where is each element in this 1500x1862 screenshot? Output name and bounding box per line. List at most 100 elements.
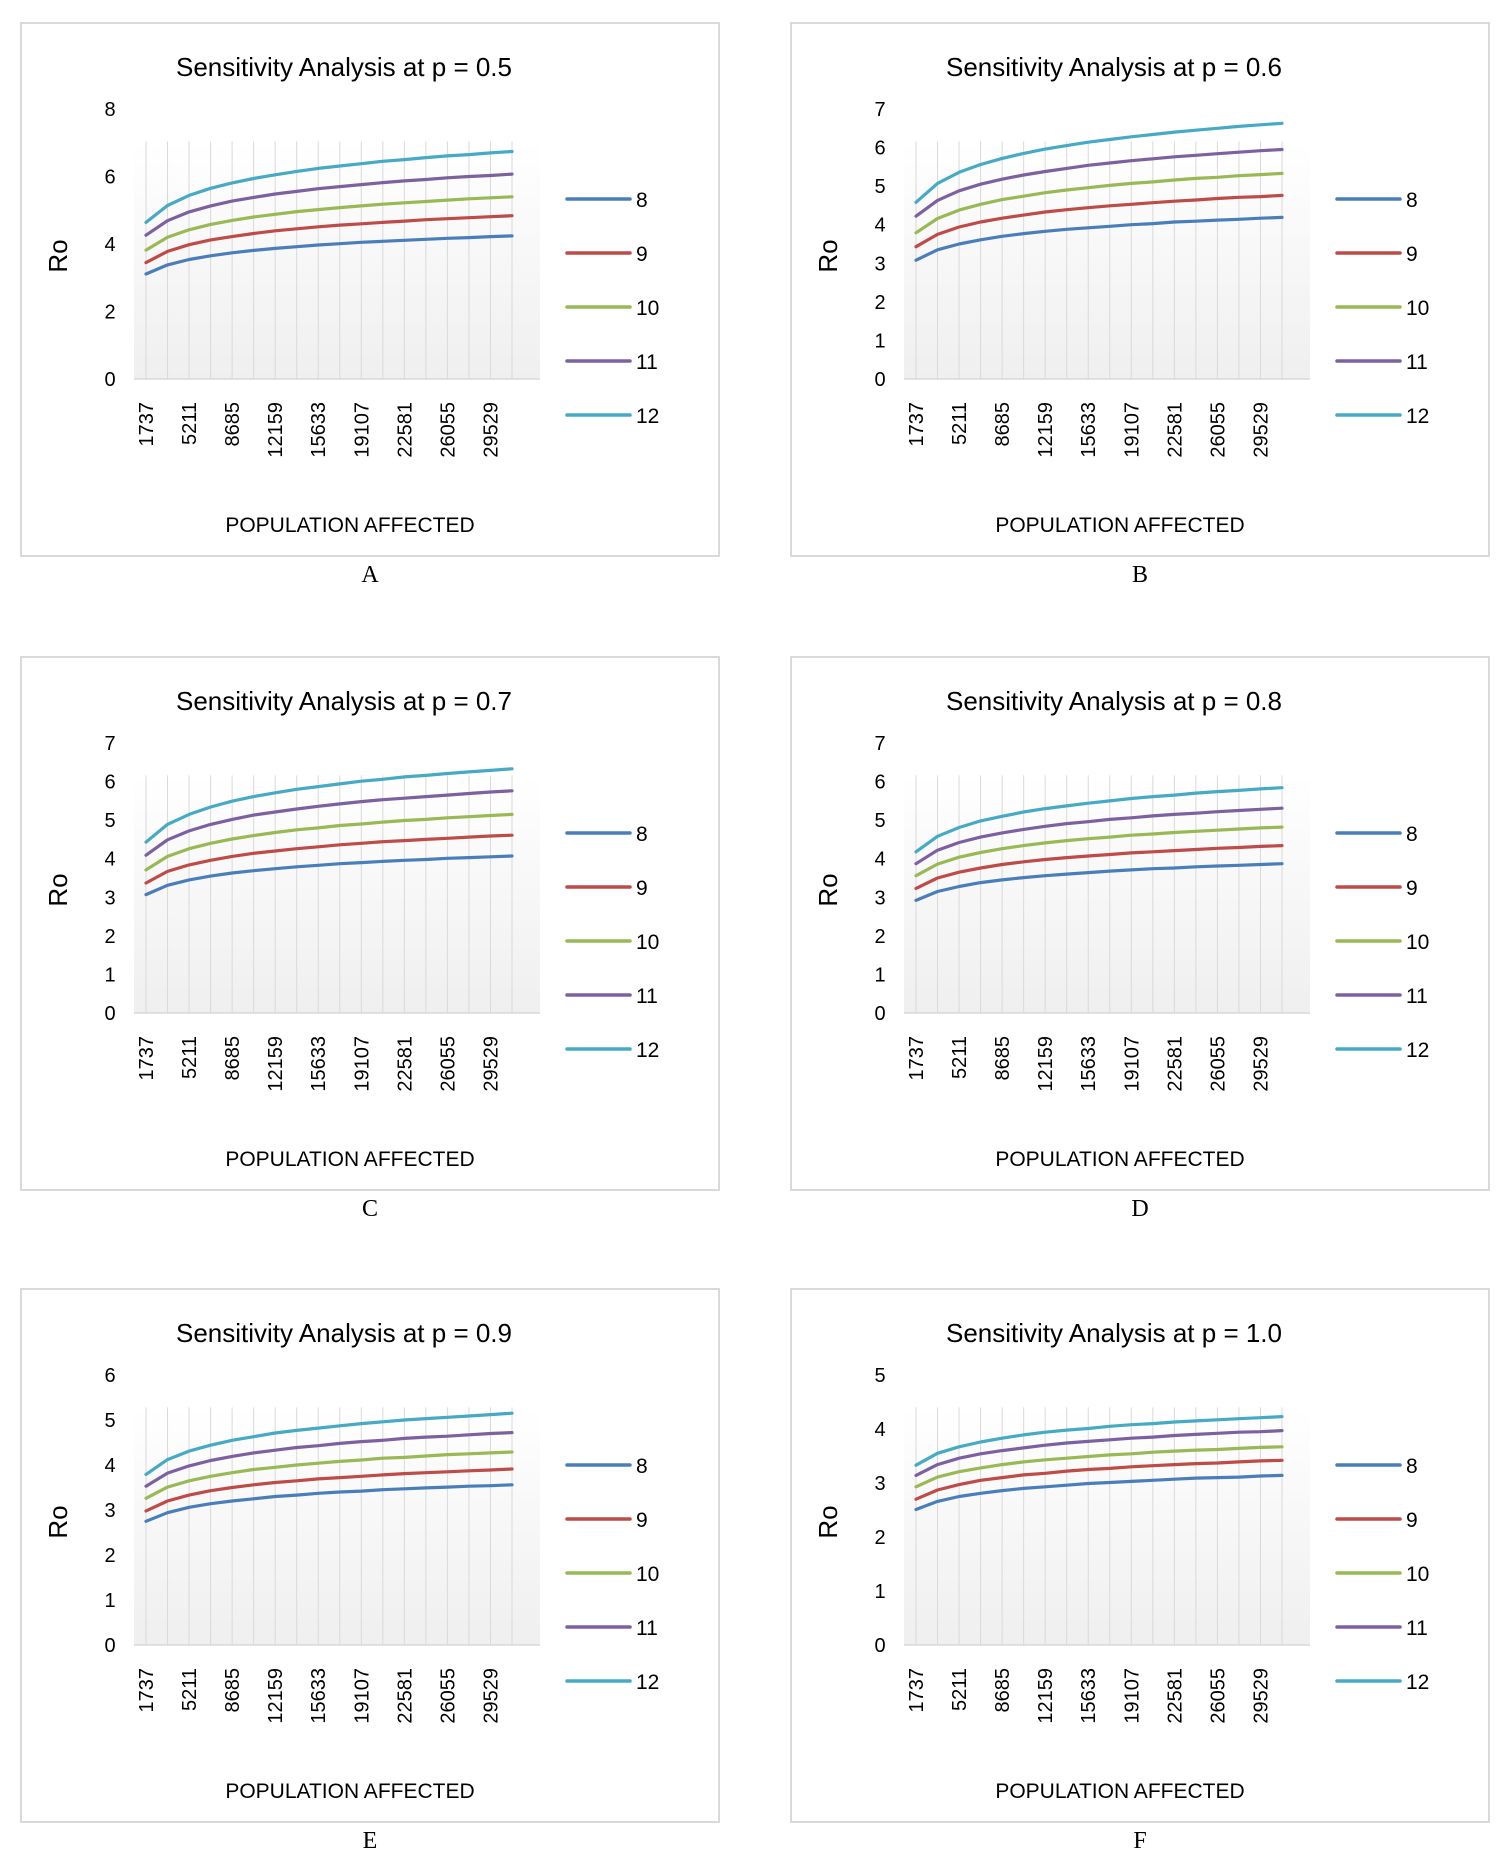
y-tick-label: 3 [874,887,885,909]
series-line-12 [144,767,514,844]
legend-label-10: 10 [1406,297,1429,320]
series-line-12 [144,1411,514,1476]
x-tick-label: 29529 [480,1668,502,1724]
legend-label-9: 9 [1406,877,1418,900]
series-line-11 [914,806,1284,866]
x-tick-label: 19107 [1121,402,1143,458]
x-tick-label: 19107 [1121,1036,1143,1092]
series-line-10 [144,1450,514,1500]
chart-svg-b: Sensitivity Analysis at p = 0.601234567R… [813,52,1429,537]
series-line-8 [914,215,1284,262]
x-tick-label: 29529 [480,1036,502,1092]
series-line-8 [144,234,514,276]
legend-label-12: 12 [1406,1671,1429,1694]
series-line-10 [914,825,1284,878]
y-tick-label: 4 [104,849,115,871]
y-tick-label: 1 [874,1581,885,1603]
y-axis-label: Ro [813,873,843,906]
plot-area [904,1407,1310,1645]
chart-panel-e: Sensitivity Analysis at p = 0.9 0 1 2 3 4 5 6 Ro… [20,1288,720,1823]
y-tick-label: 3 [874,253,885,275]
x-axis-label: POPULATION AFFECTED [225,1780,474,1803]
x-tick-label: 19107 [351,1668,373,1724]
y-axis-label: Ro [43,873,73,906]
legend-label-8: 8 [636,823,648,846]
plot-area [904,141,1310,379]
chart-panel-d: Sensitivity Analysis at p = 0.8 0 1 2 3 4 5 6 7 R… [790,656,1490,1191]
x-tick-label: 19107 [351,402,373,458]
legend-label-11: 11 [636,1617,658,1640]
x-tick-label: 12159 [265,1036,287,1092]
x-tick-label: 15633 [1078,1668,1100,1724]
y-axis-label: Ro [813,239,843,272]
x-tick-label: 29529 [1250,1668,1272,1724]
series-line-9 [914,193,1284,249]
y-tick-label: 0 [874,1635,885,1657]
y-tick-label: 1 [874,964,885,986]
x-tick-label: 19107 [1121,1668,1143,1724]
legend-label-8: 8 [1406,823,1418,846]
chart-panel-c: Sensitivity Analysis at p = 0.7 0 1 2 3 4 5 6 7 R… [20,656,720,1191]
x-tick-label: 26055 [437,1668,459,1724]
x-tick-label: 22581 [394,1668,416,1724]
y-tick-label: 2 [874,926,885,948]
legend-label-12: 12 [1406,405,1429,428]
chart-svg-f: Sensitivity Analysis at p = 1.0012345Ro1… [813,1318,1429,1803]
series-line-12 [914,786,1284,854]
y-tick-label: 6 [874,138,885,160]
x-tick-label: 15633 [308,402,330,458]
x-tick-label: 1737 [136,1036,158,1081]
y-tick-label: 4 [874,1419,885,1441]
series-line-12 [144,149,514,224]
x-tick-label: 5211 [949,1036,971,1079]
y-tick-label: 1 [874,330,885,352]
x-tick-label: 22581 [1164,402,1186,458]
x-tick-label: 1737 [906,402,928,447]
x-tick-label: 5211 [179,1036,201,1079]
x-axis-label: POPULATION AFFECTED [995,1780,1244,1803]
y-tick-label: 0 [874,369,885,391]
series-line-9 [144,214,514,265]
legend-label-11: 11 [636,985,658,1008]
x-tick-label: 5211 [949,1668,971,1711]
x-axis-label: POPULATION AFFECTED [225,514,474,537]
legend-label-12: 12 [636,405,659,428]
chart-panel-a: Sensitivity Analysis at p = 0.5 0 2 4 6 8 Ro 17… [20,22,720,557]
y-tick-label: 2 [104,1545,115,1567]
y-axis-label: Ro [813,1505,843,1538]
legend-label-9: 9 [1406,1509,1418,1532]
x-tick-label: 15633 [308,1036,330,1092]
chart-svg-e: Sensitivity Analysis at p = 0.90123456Ro… [43,1318,659,1803]
series-line-11 [914,1429,1284,1477]
series-line-9 [914,844,1284,890]
chart-svg-d: Sensitivity Analysis at p = 0.801234567R… [813,686,1429,1171]
x-tick-label: 15633 [308,1668,330,1724]
chart-title: Sensitivity Analysis at p = 0.7 [176,686,512,716]
chart-title: Sensitivity Analysis at p = 0.6 [946,52,1282,82]
x-tick-label: 1737 [136,402,158,447]
y-tick-label: 4 [874,849,885,871]
series-line-11 [914,147,1284,218]
y-tick-label: 4 [874,215,885,237]
series-line-9 [144,833,514,885]
legend-label-9: 9 [1406,243,1418,266]
x-tick-label: 8685 [222,402,244,447]
legend-label-11: 11 [636,351,658,374]
x-tick-label: 29529 [1250,1036,1272,1092]
x-tick-label: 12159 [265,1668,287,1724]
x-tick-label: 12159 [1035,1668,1057,1724]
x-tick-label: 22581 [394,402,416,458]
x-axis-label: POPULATION AFFECTED [225,1148,474,1171]
legend-label-8: 8 [1406,189,1418,212]
legend-label-10: 10 [636,1563,659,1586]
legend-label-11: 11 [1406,1617,1428,1640]
panel-caption-d: D [1131,1196,1149,1222]
series-line-11 [144,172,514,237]
y-tick-label: 5 [104,1410,115,1432]
series-line-9 [144,1467,514,1513]
legend-label-10: 10 [636,297,659,320]
chart-title: Sensitivity Analysis at p = 0.5 [176,52,512,82]
series-line-8 [144,854,514,897]
x-tick-label: 5211 [179,402,201,445]
legend-label-8: 8 [636,189,648,212]
